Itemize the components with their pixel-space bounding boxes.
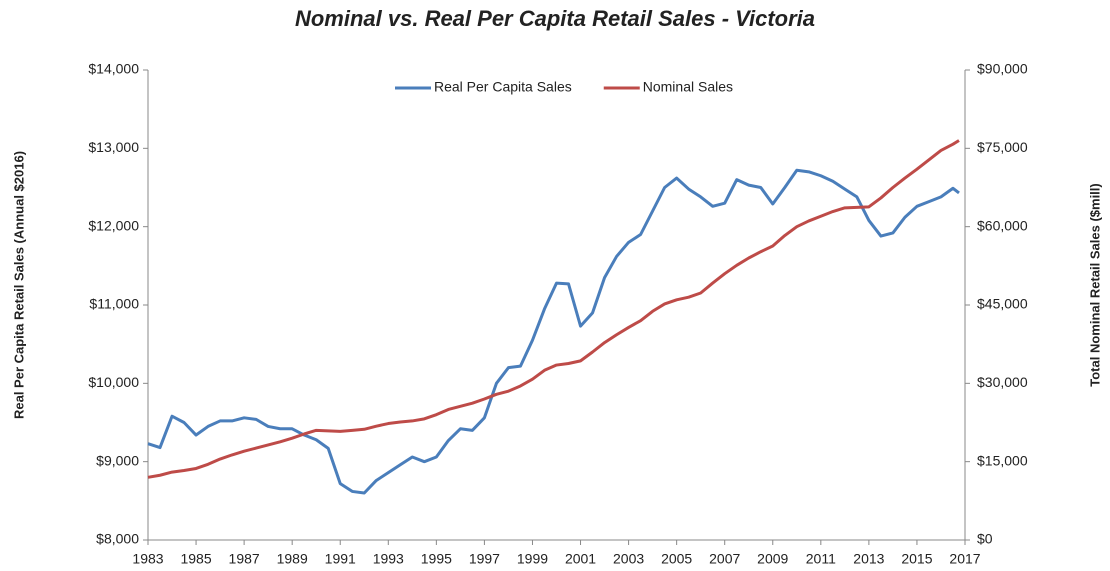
x-tick-label: 2011 [806,551,836,567]
y-tick-label: $12,000 [88,217,139,233]
y2-tick-label: $90,000 [977,61,1028,77]
x-tick-label: 2009 [757,551,788,567]
y-tick-label: $9,000 [96,452,139,468]
x-tick-label: 1997 [469,551,500,567]
y-axis-title: Real Per Capita Retail Sales (Annual $20… [11,151,26,419]
legend-label: Real Per Capita Sales [434,79,572,95]
y-tick-label: $8,000 [96,531,139,547]
y-tick-label: $14,000 [88,61,139,77]
x-tick-label: 2001 [565,551,596,567]
x-tick-label: 1993 [373,551,404,567]
x-tick-label: 1995 [421,551,452,567]
y2-tick-label: $45,000 [977,296,1028,312]
x-tick-label: 1985 [180,551,211,567]
x-tick-label: 1983 [132,551,163,567]
x-tick-label: 2017 [949,551,980,567]
x-tick-label: 1987 [229,551,260,567]
y2-tick-label: $0 [977,531,993,547]
x-tick-label: 2003 [613,551,644,567]
y2-tick-label: $15,000 [977,452,1028,468]
x-tick-label: 2007 [709,551,740,567]
x-tick-label: 1999 [517,551,548,567]
y-tick-label: $10,000 [88,374,139,390]
chart-title: Nominal vs. Real Per Capita Retail Sales… [295,6,815,31]
series-line [147,168,960,495]
series-line [147,139,960,479]
y2-axis-title: Total Nominal Retail Sales ($mill) [1087,183,1102,386]
x-tick-label: 2013 [853,551,884,567]
y2-tick-label: $75,000 [977,139,1028,155]
x-tick-label: 2015 [901,551,932,567]
y-tick-label: $11,000 [89,296,139,312]
y2-tick-label: $30,000 [977,374,1028,390]
y2-tick-label: $60,000 [977,217,1028,233]
x-tick-label: 2005 [661,551,692,567]
y-tick-label: $13,000 [88,139,139,155]
x-tick-label: 1991 [325,551,356,567]
legend-label: Nominal Sales [643,79,733,95]
x-tick-label: 1989 [277,551,308,567]
